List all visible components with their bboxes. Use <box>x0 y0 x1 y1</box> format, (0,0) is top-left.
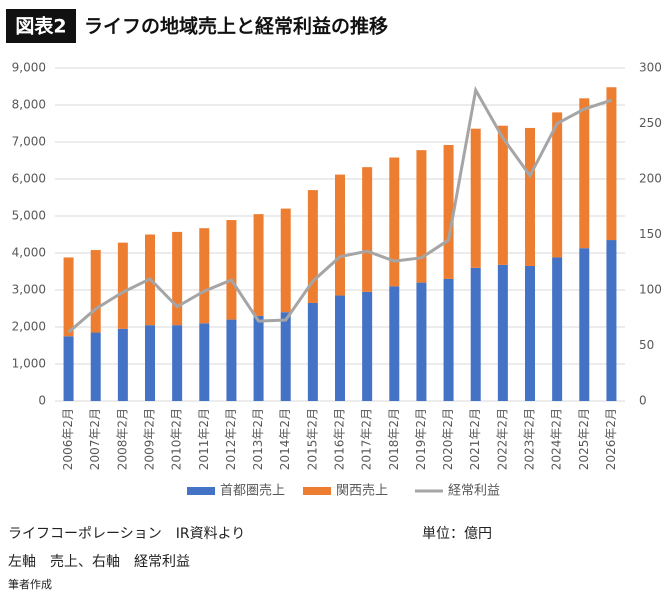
legend-swatch <box>187 487 215 495</box>
x-tick-label: 2015年2月 <box>305 408 319 470</box>
y2-tick-label: 100 <box>639 283 662 297</box>
y-tick-label: 0 <box>38 394 46 408</box>
bar <box>389 286 400 401</box>
x-tick-label: 2006年2月 <box>61 408 75 470</box>
bar <box>525 265 535 401</box>
source-note: ライフコーポレーション IR資料より <box>8 526 246 542</box>
bar <box>606 87 617 241</box>
bar <box>552 257 563 401</box>
y-tick-label: 6,000 <box>12 172 46 186</box>
bar <box>362 167 373 292</box>
bar <box>172 325 183 401</box>
bar <box>335 174 345 296</box>
x-tick-label: 2009年2月 <box>143 408 157 470</box>
y-tick-label: 4,000 <box>12 246 46 260</box>
bar <box>497 264 508 401</box>
bar <box>253 315 264 401</box>
bar <box>389 157 400 287</box>
unit-note: 単位：億円 <box>422 526 492 542</box>
x-tick-label: 2022年2月 <box>495 408 509 470</box>
bar <box>497 125 508 265</box>
bar <box>416 150 427 283</box>
y-tick-label: 7,000 <box>12 135 46 149</box>
bar <box>579 98 590 249</box>
x-tick-label: 2010年2月 <box>170 408 184 470</box>
x-tick-label: 2016年2月 <box>333 408 347 470</box>
bar <box>199 228 210 324</box>
bar <box>335 295 345 401</box>
bar <box>307 302 318 401</box>
x-tick-label: 2012年2月 <box>224 408 238 470</box>
bar <box>199 323 210 401</box>
legend-label: 関西売上 <box>336 483 388 499</box>
x-tick-label: 2014年2月 <box>278 408 292 470</box>
bar <box>63 257 74 337</box>
bar <box>525 127 535 266</box>
y-tick-label: 8,000 <box>12 98 46 112</box>
bar <box>362 291 373 401</box>
bar <box>606 240 617 401</box>
x-tick-label: 2025年2月 <box>577 408 591 470</box>
y2-tick-label: 150 <box>639 227 662 241</box>
x-tick-label: 2024年2月 <box>550 408 564 470</box>
y-tick-label: 2,000 <box>12 320 46 334</box>
bar <box>90 250 101 333</box>
bar <box>90 332 101 401</box>
bar <box>253 214 264 316</box>
y2-tick-label: 200 <box>639 172 662 186</box>
bar <box>443 144 454 279</box>
x-tick-label: 2018年2月 <box>387 408 401 470</box>
x-tick-label: 2008年2月 <box>115 408 129 470</box>
bar <box>172 231 183 326</box>
y-tick-label: 3,000 <box>12 283 46 297</box>
x-tick-label: 2023年2月 <box>523 408 537 470</box>
x-tick-label: 2017年2月 <box>360 408 374 470</box>
bar <box>280 312 291 401</box>
chart: 図表2 ライフの地域売上と経常利益の推移 0 1,000 2,000 3,000 4,0… <box>6 9 662 499</box>
bar <box>117 242 128 329</box>
bar <box>470 128 481 268</box>
bar <box>117 328 128 401</box>
bar <box>280 208 291 313</box>
y2-tick-label: 50 <box>639 338 654 352</box>
figure-label: 図表2 <box>15 15 66 38</box>
bar <box>552 112 563 258</box>
x-tick-label: 2020年2月 <box>441 408 455 470</box>
figure-label-box <box>6 9 76 43</box>
bar <box>470 267 481 401</box>
bar <box>226 319 237 401</box>
y-tick-label: 5,000 <box>12 209 46 223</box>
bar <box>416 282 427 401</box>
bar <box>145 325 155 401</box>
y2-tick-label: 0 <box>639 394 647 408</box>
bar <box>63 336 74 401</box>
x-tick-label: 2019年2月 <box>414 408 428 470</box>
axis-note: 左軸 売上、右軸 経常利益 <box>8 554 190 570</box>
bar <box>307 190 318 303</box>
legend-label: 首都圏売上 <box>220 483 285 499</box>
y-tick-label: 9,000 <box>12 61 46 75</box>
line <box>67 85 612 334</box>
x-tick-label: 2013年2月 <box>251 408 265 470</box>
y2-tick-label: 250 <box>639 116 662 130</box>
y-tick-label: 1,000 <box>12 357 46 371</box>
x-tick-label: 2011年2月 <box>197 408 211 470</box>
x-tick-label: 2007年2月 <box>88 408 102 470</box>
x-tick-label: 2021年2月 <box>468 408 482 470</box>
legend-swatch <box>303 487 331 495</box>
bar <box>443 278 454 401</box>
author-note: 筆者作成 <box>8 578 52 591</box>
chart-title: ライフの地域売上と経常利益の推移 <box>84 15 388 38</box>
bar <box>226 220 237 320</box>
legend-label: 経常利益 <box>448 484 500 499</box>
y2-tick-label: 300 <box>639 61 662 75</box>
bar <box>579 248 590 401</box>
x-tick-label: 2026年2月 <box>604 408 618 470</box>
